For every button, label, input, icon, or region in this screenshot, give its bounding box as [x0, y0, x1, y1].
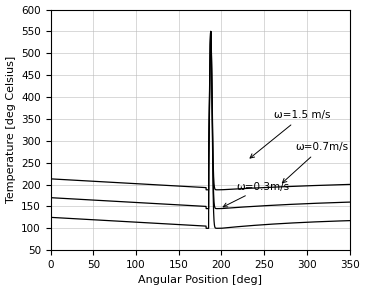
Text: ω=0.7m/s: ω=0.7m/s	[283, 142, 348, 183]
X-axis label: Angular Position [deg]: Angular Position [deg]	[138, 276, 262, 285]
Text: ω=0.3m/s: ω=0.3m/s	[223, 182, 290, 207]
Text: ω=1.5 m/s: ω=1.5 m/s	[250, 110, 331, 158]
Y-axis label: Temperature [deg Celsius]: Temperature [deg Celsius]	[5, 56, 16, 203]
